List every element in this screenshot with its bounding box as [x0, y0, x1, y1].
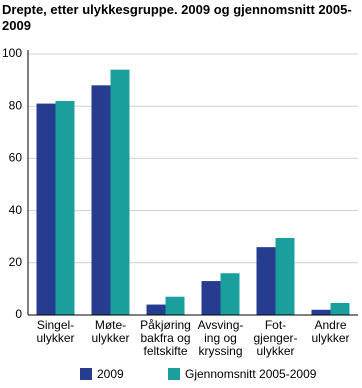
bar: [36, 103, 56, 315]
bar: [220, 273, 240, 315]
y-tick-label: 100: [2, 46, 22, 60]
x-tick-label: Møte- ulykker: [91, 318, 130, 345]
legend-swatch: [168, 368, 180, 380]
bar: [165, 296, 185, 315]
bar: [311, 309, 331, 315]
bar: [146, 304, 166, 315]
bar: [201, 281, 221, 315]
bar: [330, 302, 350, 315]
legend-swatch: [80, 368, 92, 380]
bar: [256, 247, 276, 315]
bar: [91, 85, 111, 315]
bar: [110, 69, 130, 315]
legend-label: 2009: [97, 367, 124, 381]
x-tick-label: Andre ulykker: [311, 318, 350, 345]
y-tick-label: 40: [9, 203, 23, 217]
y-tick-label: 0: [15, 307, 22, 321]
x-tick-label: Påkjøring bakfra og feltskifte: [140, 318, 191, 358]
y-tick-label: 20: [9, 255, 23, 269]
x-tick-label: Fot- gjenger- ulykker: [253, 318, 298, 358]
x-tick-label: Avsving- ing og kryssing: [197, 318, 244, 358]
y-tick-label: 60: [9, 151, 23, 165]
bar: [275, 238, 295, 315]
y-tick-label: 80: [9, 98, 23, 112]
x-tick-label: Singel- ulykker: [36, 318, 75, 345]
legend-label: Gjennomsnitt 2005-2009: [185, 367, 317, 381]
bar: [55, 100, 75, 315]
chart-title: Drepte, etter ulykkesgruppe. 2009 og gje…: [2, 2, 352, 33]
